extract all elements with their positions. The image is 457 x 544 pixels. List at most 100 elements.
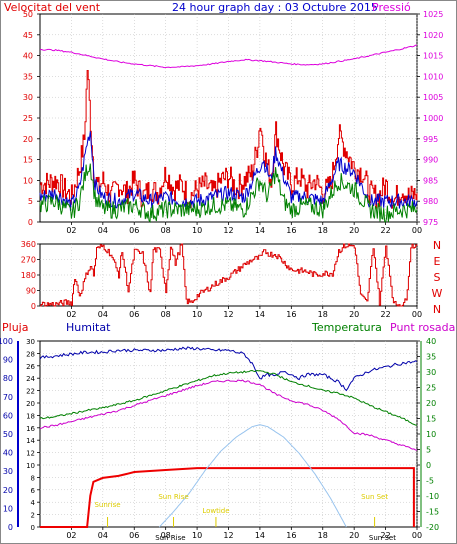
pressure-ytick-label: 985 [423,176,438,185]
humidity-ytick-label: 10 [3,504,13,513]
wind-xtick-label: 22 [380,226,390,235]
rain-xtick-label: 16 [286,531,296,540]
rain-xtick-label: 14 [255,531,265,540]
wind-average-line [39,131,418,211]
dewpoint-line [39,379,418,451]
compass-label: N [433,239,441,252]
direction-xtick-label: 06 [129,310,139,319]
temperature-ytick-label: 25 [426,384,436,393]
left-scale-ytick-label: 14 [26,437,35,445]
temperature-ytick-label: 20 [426,399,436,408]
pressure-ytick-label: 1005 [423,93,443,102]
left-scale-ytick-label: 16 [26,425,35,433]
humidity-ytick-label: 20 [3,486,13,495]
event-label: Lowtide [202,507,229,515]
humidity-line [39,346,418,392]
direction-xtick-label: 22 [380,310,390,319]
direction-ytick-label: 90 [26,287,36,296]
humidity-ytick-label: 80 [3,374,13,383]
temperature-ytick-label: -5 [426,477,434,486]
wind-xtick-label: 04 [98,226,108,235]
wind-xtick-label: 00 [412,226,422,235]
pressure-line [39,44,417,69]
left-scale-ytick-label: 10 [26,462,35,470]
wind-speed-label: Velocitat del vent [4,1,101,14]
wind-ytick-label: 45 [23,31,33,40]
left-scale-ytick-label: 28 [26,350,35,358]
wind-ytick-label: 35 [23,72,33,81]
humidity-label: Humitat [66,321,111,334]
pressure-ytick-label: 980 [423,197,438,206]
direction-ytick-label: 180 [21,271,36,280]
rain-label: Pluja [2,321,28,334]
rain-xtick-label: 08 [161,531,171,540]
compass-label: N [433,303,441,316]
humidity-ytick-label: 60 [3,411,13,420]
left-scale-ytick-label: 2 [31,512,35,520]
rain-xtick-label: 00 [412,531,422,540]
humidity-ytick-label: 0 [8,523,13,532]
temperature-ytick-label: 0 [426,461,431,470]
humidity-ytick-label: 50 [3,430,13,439]
humidity-ytick-label: 30 [3,467,13,476]
pressure-ytick-label: 975 [423,218,438,227]
direction-ytick-label: 360 [21,240,36,249]
solar-curve [159,424,347,528]
wind-ytick-label: 5 [28,197,33,206]
humidity-ytick-label: 70 [3,393,13,402]
temperature-ytick-label: -20 [426,523,439,532]
wind-ytick-label: 10 [23,176,33,185]
left-scale-ytick-label: 20 [26,400,35,408]
left-scale-ytick-label: 0 [31,524,35,532]
direction-xtick-label: 10 [192,310,202,319]
chart-title: 24 hour graph day : 03 Octubre 2015 [172,1,378,14]
direction-xtick-label: 14 [255,310,265,319]
direction-xtick-label: 00 [412,310,422,319]
direction-xtick-label: 02 [66,310,76,319]
temperature-ytick-label: 30 [426,368,436,377]
event-label: Sun Set [361,493,388,501]
wind-speed-line [40,70,418,209]
left-scale-ytick-label: 30 [26,338,35,346]
event-label: Sunrise [94,501,120,509]
dewpoint-label: Punt rosada [390,321,455,334]
direction-xtick-label: 04 [98,310,108,319]
rain-xtick-label: 06 [129,531,139,540]
wind-xtick-label: 08 [161,226,171,235]
wind-xtick-label: 10 [192,226,202,235]
rain-xtick-label: 20 [349,531,359,540]
wind-ytick-label: 15 [23,156,33,165]
wind-direction-line [40,243,418,307]
temperature-label: Temperatura [311,321,382,334]
compass-label: E [434,255,441,268]
left-scale-ytick-label: 24 [26,375,35,383]
left-scale-ytick-label: 8 [31,474,35,482]
temperature-line [39,369,418,426]
left-scale-ytick-label: 22 [26,388,35,396]
temperature-ytick-label: 10 [426,430,436,439]
pressure-ytick-label: 1010 [423,72,443,81]
wind-xtick-label: 12 [223,226,233,235]
direction-ytick-label: 0 [31,302,36,311]
direction-ytick-label: 270 [21,256,36,265]
wind-xtick-label: 06 [129,226,139,235]
pressure-ytick-label: 990 [423,156,438,165]
pressure-ytick-label: 1015 [423,52,443,61]
wind-ytick-label: 40 [23,52,33,61]
temperature-ytick-label: -10 [426,492,439,501]
event-label: Sun Rise [158,493,188,501]
direction-xtick-label: 18 [318,310,328,319]
left-scale-ytick-label: 6 [31,487,36,495]
pressure-ytick-label: 995 [423,135,438,144]
compass-label: W [432,287,443,300]
pressure-ytick-label: 1025 [423,10,443,19]
humidity-ytick-label: 40 [3,449,13,458]
rain-xtick-label: 04 [98,531,108,540]
humidity-ytick-label: 90 [3,356,13,365]
event-tick-label: Sun Set [369,534,396,542]
event-tick-label: Sun Rise [155,534,185,542]
pressure-label: Pressió [372,1,411,14]
left-scale-ytick-label: 26 [26,363,35,371]
wind-xtick-label: 20 [349,226,359,235]
